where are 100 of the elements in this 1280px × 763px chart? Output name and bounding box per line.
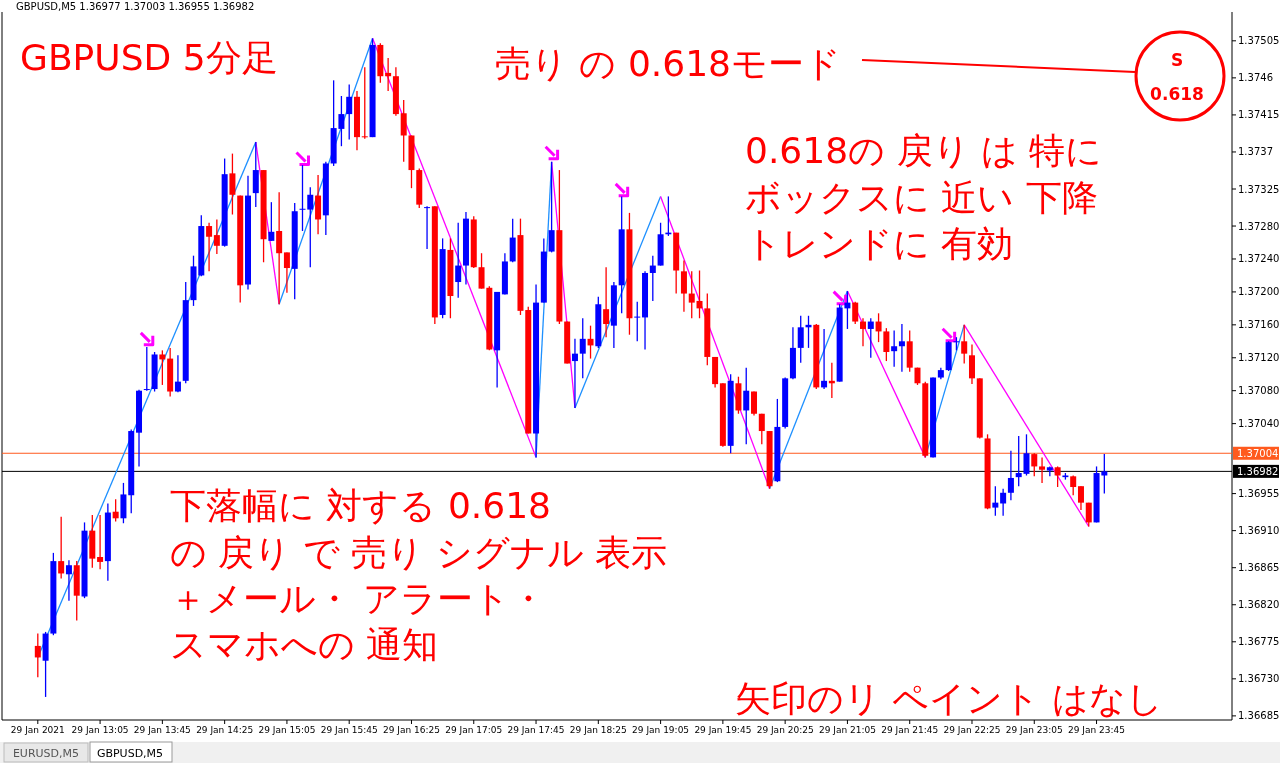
candlestick [1007,450,1014,501]
candlestick [891,329,898,368]
point [544,145,560,161]
candlestick [213,218,220,255]
y-tick-label: 1.37325 [1238,183,1280,195]
y-tick-label: 1.37080 [1238,385,1280,397]
point [832,290,848,306]
text: GBPUSD,M5 [96,747,164,760]
candlestick [400,99,407,163]
x-tick-label: 29 Jan 21:05 [818,725,876,735]
annotation: 0.618の 戻り は 特に [745,130,1103,171]
x-tick-label: 29 Jan 18:25 [569,725,627,735]
x-tick-label: 29 Jan 19:05 [632,725,690,735]
candlestick [159,349,166,386]
candlestick [307,186,314,268]
text: EURUSD,M5 [12,747,80,760]
y-tick-label: 1.37280 [1238,220,1280,232]
ref-line-label: 1.37004 [1237,447,1279,459]
candlestick [252,141,259,208]
x-tick-label: 29 Jan 21:45 [881,725,939,735]
candlestick [346,83,353,141]
y-tick-label: 1.36910 [1238,525,1280,537]
x-tick-label: 29 Jan 22:25 [943,725,1001,735]
candlestick [649,255,656,302]
candlestick [992,485,999,517]
point [941,327,957,343]
candlestick [361,66,368,140]
chart-title: GBPUSD,M5 1.36977 1.37003 1.36955 1.36982 [16,1,255,12]
x-tick-label: 29 Jan 23:45 [1068,725,1126,735]
y-tick-label: 1.36865 [1238,562,1280,574]
candlestick [968,343,975,385]
candlestick [206,222,213,272]
x-tick-label: 29 Jan 17:45 [507,725,565,735]
point [139,331,155,347]
candlestick [797,315,804,364]
y-tick-label: 1.36730 [1238,673,1280,685]
y-tick-label: 1.37240 [1238,253,1280,265]
candlestick [34,632,41,678]
candlestick [58,516,65,580]
y-tick-label: 1.37120 [1238,352,1280,364]
candlestick [860,317,866,347]
candlestick [743,367,750,445]
x-tick-label: 29 Jan 14:25 [196,725,254,735]
candlestick [1000,488,1007,517]
candlestick [961,324,968,365]
x-tick-label: 29 Jan 13:45 [133,725,191,735]
candlestick [1077,485,1084,511]
annotation: トレンドに 有効 [745,223,1014,264]
annotation: ボックスに 近い 下降 [745,177,1098,218]
point [294,151,310,167]
candlestick [97,514,104,570]
candlestick [852,301,859,325]
annotation: 売り の 0.618モード [495,43,841,84]
candlestick [1039,456,1046,484]
candlestick [883,327,890,362]
y-tick-label: 1.36820 [1238,599,1280,611]
candlestick [424,205,431,250]
x-tick-label: 29 Jan 20:25 [756,725,814,735]
candlestick [603,266,610,338]
annotation: S [1170,50,1184,70]
candlestick [548,161,555,254]
candlestick [299,164,306,232]
candlestick [509,217,516,263]
candlestick [579,317,586,379]
annotation: スマホへの 通知 [170,624,439,665]
candlestick [680,259,687,313]
x-tick-label: 29 Jan 2021 [10,725,65,735]
candlestick [634,301,641,342]
candlestick [283,251,290,294]
candlestick [268,201,275,242]
candlestick [1070,474,1077,496]
annotation: の 戻り で 売り シグナル 表示 [170,532,668,573]
annotation: 0.618 [1150,84,1204,104]
candlestick [120,482,127,524]
annotation: 下落幅に 対する 0.618 [170,485,551,526]
x-tick-label: 29 Jan 17:05 [445,725,503,735]
ref-line-label: 1.36982 [1237,465,1279,477]
candlestick [276,191,283,305]
candlestick [174,354,181,393]
candlestick [758,413,765,445]
candlestick [143,346,150,392]
candlestick [821,328,828,390]
candlestick [229,152,236,216]
y-tick-label: 1.36955 [1238,488,1280,500]
y-tick-label: 1.37415 [1238,109,1280,121]
annotation: ＋メール・ アラート・ [170,578,547,619]
candlestick [875,312,882,343]
x-tick-label: 29 Jan 15:45 [320,725,378,735]
candlestick [898,323,905,373]
x-tick-label: 29 Jan 23:05 [1005,725,1063,735]
candlestick [112,498,119,523]
x-tick-label: 29 Jan 15:05 [258,725,316,735]
candlestick [867,317,874,359]
candlestick [315,174,322,235]
x-tick-label: 29 Jan 13:05 [71,725,129,735]
y-tick-label: 1.37200 [1238,286,1280,298]
annotation: 矢印のリ ペイント はなし [735,678,1163,719]
point [614,182,630,198]
y-tick-label: 1.37160 [1238,319,1280,331]
candlestick [65,559,72,602]
